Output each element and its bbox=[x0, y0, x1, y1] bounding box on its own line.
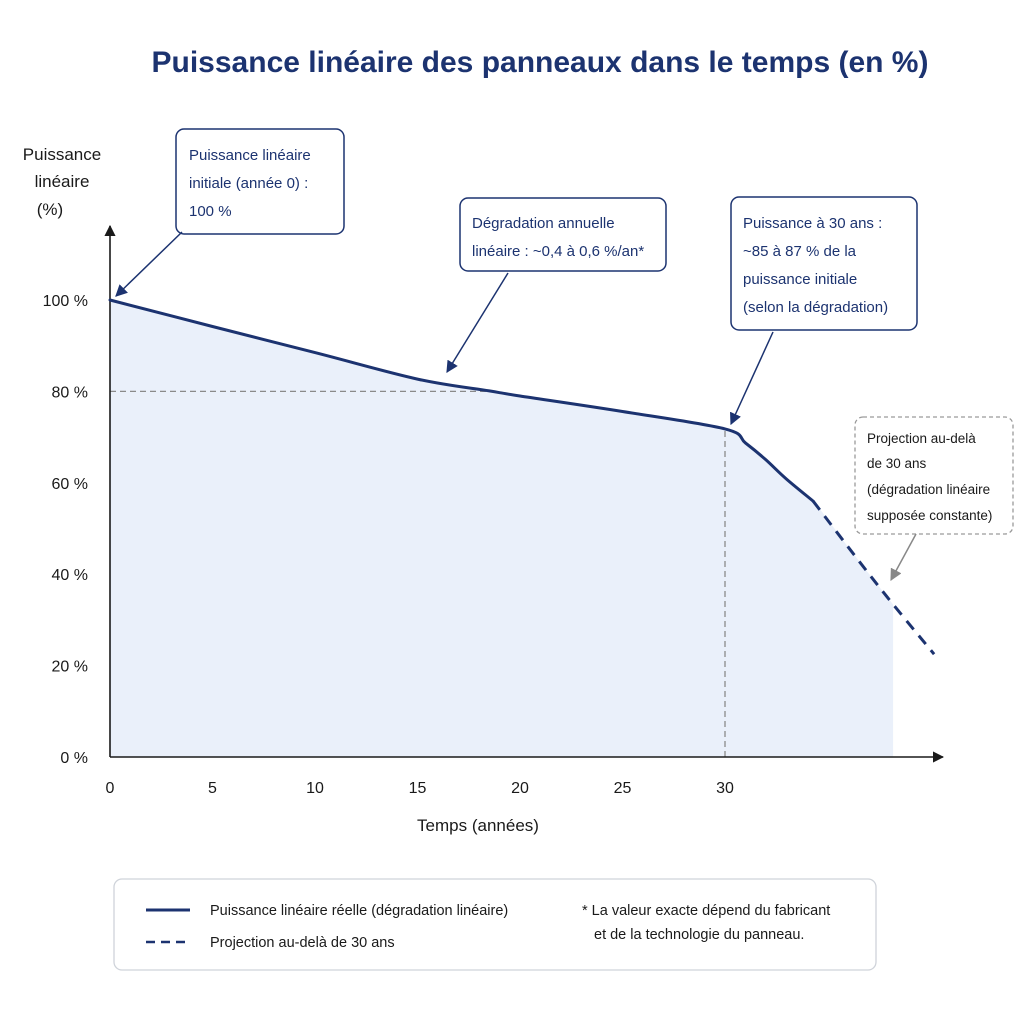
y-tick-label: 100 % bbox=[43, 293, 88, 310]
y-tick-label: 20 % bbox=[52, 659, 88, 676]
annotation-30-years-line: puissance initiale bbox=[743, 271, 857, 288]
annotation-degradation-line: linéaire : ~0,4 à 0,6 %/an* bbox=[472, 243, 644, 260]
annotation-projection-line: de 30 ans bbox=[867, 456, 927, 471]
annotation-30-years-line: (selon la dégradation) bbox=[743, 299, 888, 316]
y-axis-label-line: (%) bbox=[37, 200, 63, 219]
annotation-30-years: Puissance à 30 ans : ~85 à 87 % de la pu… bbox=[730, 196, 918, 426]
x-tick-label: 30 bbox=[716, 780, 734, 797]
annotation-projection-line: (dégradation linéaire bbox=[867, 482, 990, 497]
y-tick-label: 80 % bbox=[52, 384, 88, 401]
annotation-30-years-line: Puissance à 30 ans : bbox=[743, 215, 882, 232]
legend-footnote-line: et de la technologie du panneau. bbox=[594, 927, 804, 943]
series-line-projection bbox=[811, 500, 936, 656]
annotation-initial: Puissance linéaire initiale (année 0) : … bbox=[115, 128, 345, 297]
annotation-degradation: Dégradation annuelle linéaire : ~0,4 à 0… bbox=[446, 197, 667, 374]
y-tick-label: 0 % bbox=[60, 750, 88, 767]
series-line-actual bbox=[108, 298, 815, 503]
y-axis-label-line: linéaire bbox=[35, 172, 90, 191]
area-under-curve bbox=[110, 300, 894, 757]
y-axis-label-line: Puissance bbox=[23, 145, 101, 164]
x-tick-label: 10 bbox=[306, 780, 324, 797]
annotation-30-years-line: ~85 à 87 % de la bbox=[743, 243, 857, 260]
annotation-projection: Projection au-delà de 30 ans (dégradatio… bbox=[854, 416, 1014, 582]
x-axis-label: Temps (années) bbox=[417, 816, 539, 835]
x-tick-label: 0 bbox=[106, 780, 115, 797]
legend-dashed-label: Projection au-delà de 30 ans bbox=[210, 935, 395, 951]
annotation-30-years-arrow bbox=[730, 331, 774, 426]
legend-footnote-line: * La valeur exacte dépend du fabricant bbox=[582, 903, 830, 919]
annotation-projection-line: Projection au-delà bbox=[867, 431, 976, 446]
annotation-projection-line: supposée constante) bbox=[867, 508, 992, 523]
x-tick-label: 25 bbox=[614, 780, 632, 797]
annotation-degradation-line: Dégradation annuelle bbox=[472, 215, 615, 232]
y-tick-label: 60 % bbox=[52, 476, 88, 493]
annotation-projection-arrow bbox=[890, 533, 917, 582]
plot-area: 0 % 20 % 40 % 60 % 80 % 100 % 0 5 10 15 20 25 30 bbox=[43, 224, 945, 797]
annotation-30-years-box bbox=[730, 196, 918, 331]
legend-solid-label: Puissance linéaire réelle (dégradation l… bbox=[210, 903, 508, 919]
annotation-projection-box bbox=[854, 416, 1014, 535]
x-tick-label: 15 bbox=[409, 780, 427, 797]
annotation-initial-line: Puissance linéaire bbox=[189, 147, 311, 164]
annotation-degradation-arrow bbox=[446, 272, 509, 374]
legend: Puissance linéaire réelle (dégradation l… bbox=[113, 878, 877, 971]
annotation-initial-box bbox=[175, 128, 345, 235]
x-tick-label: 5 bbox=[208, 780, 217, 797]
legend-box bbox=[113, 878, 877, 971]
annotation-initial-line: 100 % bbox=[189, 203, 232, 220]
x-tick-label: 20 bbox=[511, 780, 529, 797]
y-axis-label: Puissance linéaire (%) bbox=[23, 145, 101, 219]
chart-title: Puissance linéaire des panneaux dans le … bbox=[152, 46, 929, 79]
annotation-initial-line: initiale (année 0) : bbox=[189, 175, 308, 192]
y-tick-label: 40 % bbox=[52, 567, 88, 584]
annotation-initial-arrow bbox=[115, 231, 183, 297]
annotation-degradation-box bbox=[459, 197, 667, 272]
